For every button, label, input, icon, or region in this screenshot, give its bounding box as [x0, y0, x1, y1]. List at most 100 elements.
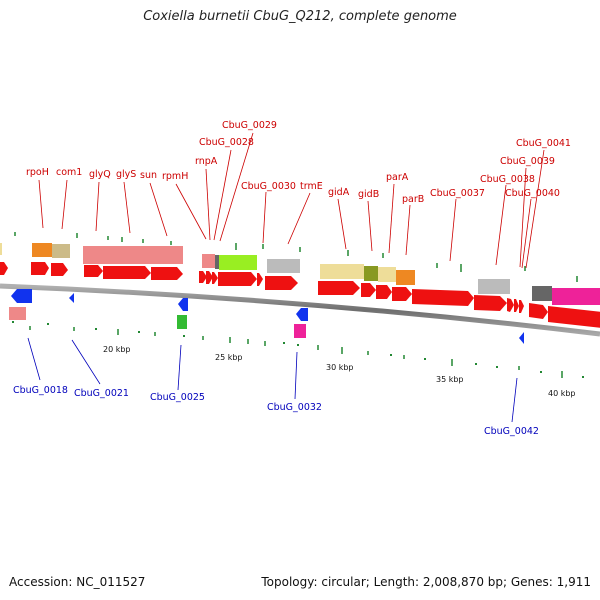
leader-line	[525, 149, 545, 269]
scale-dot	[95, 328, 97, 330]
scale-label: 30 kbp	[326, 363, 354, 372]
gene-label-rpoH: rpoH	[26, 167, 49, 178]
feature-block	[219, 255, 257, 270]
reverse-feature-block	[9, 307, 26, 320]
gene-label-CbuG_0038: CbuG_0038	[480, 174, 535, 185]
cds-arrow	[361, 283, 376, 297]
feature-block	[215, 255, 219, 269]
cds-arrow	[257, 273, 263, 286]
leader-line	[511, 377, 518, 423]
gene-label-parB: parB	[402, 194, 424, 205]
cds-arrow	[0, 262, 8, 275]
scale-dots	[12, 321, 584, 378]
leader-line	[27, 337, 41, 381]
cds-arrow	[199, 271, 207, 283]
cds-arrow	[507, 298, 514, 312]
bottom-label-leaders	[27, 337, 518, 423]
leader-line	[38, 179, 44, 229]
genome-backbone	[0, 283, 600, 337]
feature-block	[396, 270, 415, 285]
gene-label-CbuG_0030: CbuG_0030	[241, 181, 296, 192]
feature-block	[378, 267, 396, 282]
leader-line	[287, 192, 311, 245]
leader-line	[262, 191, 267, 244]
reverse-feature-block	[294, 324, 306, 338]
cds-arrow	[392, 287, 412, 301]
cds-arrow	[412, 289, 474, 306]
leader-line	[367, 200, 373, 252]
leader-line	[219, 132, 254, 242]
cds-arrow	[376, 285, 392, 299]
leader-line	[294, 351, 298, 400]
gene-label-CbuG_0025: CbuG_0025	[150, 392, 205, 403]
leader-line	[337, 198, 347, 250]
leader-line	[495, 184, 507, 266]
feature-block	[32, 243, 52, 257]
gene-label-CbuG_0018: CbuG_0018	[13, 385, 68, 396]
feature-block	[552, 288, 600, 305]
cds-arrow	[51, 263, 68, 276]
scale-label: 40 kbp	[548, 389, 576, 398]
genome-summary-text: Topology: circular; Length: 2,008,870 bp…	[261, 575, 591, 589]
scale-label: 25 kbp	[215, 353, 243, 362]
gene-label-glyS: glyS	[116, 169, 136, 180]
gene-label-parA: parA	[386, 172, 409, 183]
scale-dot	[138, 331, 140, 333]
bottom-labels: CbuG_0018 CbuG_0021 CbuG_0025 CbuG_0032 …	[13, 385, 539, 437]
cds-arrow	[84, 265, 103, 277]
genome-title: Coxiella burnetii CbuG_Q212, complete ge…	[143, 9, 457, 24]
reverse-cds-arrow	[11, 289, 32, 303]
feature-block	[83, 246, 183, 264]
gene-label-CbuG_0041: CbuG_0041	[516, 138, 571, 149]
leader-line	[449, 198, 457, 262]
feature-block	[364, 266, 378, 281]
gene-label-gidA: gidA	[328, 187, 350, 198]
leader-line	[519, 167, 527, 268]
cds-arrow	[474, 295, 507, 311]
scale-label: 35 kbp	[436, 375, 464, 384]
cds-arrow	[218, 272, 257, 286]
reverse-feature-block	[177, 315, 187, 329]
gene-label-CbuG_0037: CbuG_0037	[430, 188, 485, 199]
feature-block	[202, 254, 215, 268]
reverse-cds-arrow	[69, 293, 74, 303]
gene-label-rpmH: rpmH	[162, 171, 188, 182]
cds-arrow	[31, 262, 49, 275]
reverse-cds-arrow	[178, 298, 188, 311]
feature-block	[532, 286, 552, 301]
cds-arrow	[212, 272, 218, 284]
scale-dot	[582, 376, 584, 378]
scale-dot	[540, 371, 542, 373]
leader-line	[521, 198, 532, 269]
gene-label-gidB: gidB	[358, 189, 379, 200]
cds-arrow	[103, 266, 151, 279]
scale-dot	[496, 366, 498, 368]
leader-line	[213, 149, 232, 241]
scale-label: 20 kbp	[103, 345, 131, 354]
scale-dot	[283, 342, 285, 344]
gene-label-CbuG_0032: CbuG_0032	[267, 402, 322, 413]
top-tick-marks	[14, 232, 578, 282]
gene-label-CbuG_0029: CbuG_0029	[222, 120, 277, 131]
leader-line	[123, 181, 131, 234]
scale-dot	[183, 335, 185, 337]
feature-block	[267, 259, 300, 273]
gene-label-CbuG_0042: CbuG_0042	[484, 426, 539, 437]
cds-arrow	[548, 306, 600, 328]
leader-line	[71, 339, 101, 385]
gene-label-CbuG_0021: CbuG_0021	[74, 388, 129, 399]
reverse-cds-arrow	[519, 332, 524, 344]
gene-label-CbuG_0040: CbuG_0040	[505, 188, 560, 199]
scale-dot	[297, 344, 299, 346]
gene-label-CbuG_0039: CbuG_0039	[500, 156, 555, 167]
leader-line	[149, 182, 168, 237]
cds-arrow	[519, 300, 524, 313]
leader-line	[175, 183, 207, 240]
reverse-features	[9, 289, 524, 344]
scale-dot	[475, 363, 477, 365]
leader-line	[177, 344, 182, 391]
scale-labels: 20 kbp 25 kbp 30 kbp 35 kbp 40 kbp	[103, 345, 576, 398]
accession-text: Accession: NC_011527	[9, 575, 146, 589]
top-label-leaders	[38, 132, 545, 269]
